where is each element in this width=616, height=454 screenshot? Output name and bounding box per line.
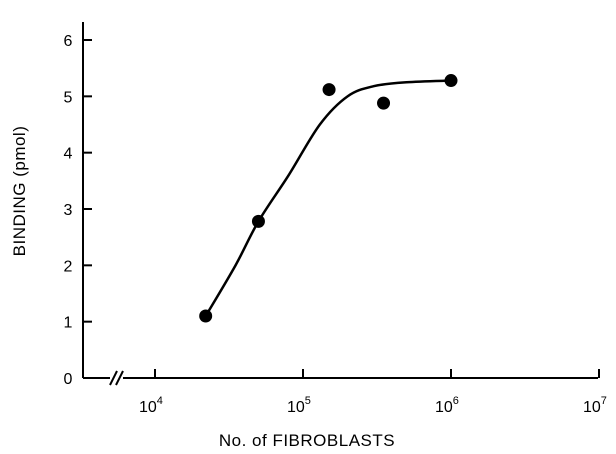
x-axis-label: No. of FIBROBLASTS	[219, 431, 395, 450]
y-tick-label: 3	[64, 202, 73, 219]
y-axis-ticks: 0 1 2 3 4 5 6	[64, 33, 92, 388]
data-point	[444, 74, 458, 88]
data-point	[322, 83, 336, 97]
x-axis-ticks: 104 105 106 107	[139, 369, 607, 416]
axes	[82, 22, 598, 386]
x-tick-label: 107	[583, 395, 607, 416]
y-tick-label: 0	[64, 371, 73, 388]
data-point	[199, 309, 213, 323]
data-point	[251, 214, 265, 228]
axis-break-mark	[109, 370, 118, 386]
y-tick-label: 4	[64, 146, 73, 163]
y-axis-label: BINDING (pmol)	[10, 126, 29, 257]
x-tick-label: 105	[287, 395, 311, 416]
axis-break-mark	[115, 370, 124, 386]
y-tick-label: 2	[64, 258, 73, 275]
x-tick-label: 106	[435, 395, 459, 416]
data-point	[377, 96, 391, 110]
y-tick-label: 6	[64, 33, 73, 50]
y-tick-label: 5	[64, 89, 73, 106]
y-tick-label: 1	[64, 315, 73, 332]
data-points	[199, 74, 458, 323]
fit-curve	[204, 79, 452, 317]
x-tick-label: 104	[139, 395, 163, 416]
